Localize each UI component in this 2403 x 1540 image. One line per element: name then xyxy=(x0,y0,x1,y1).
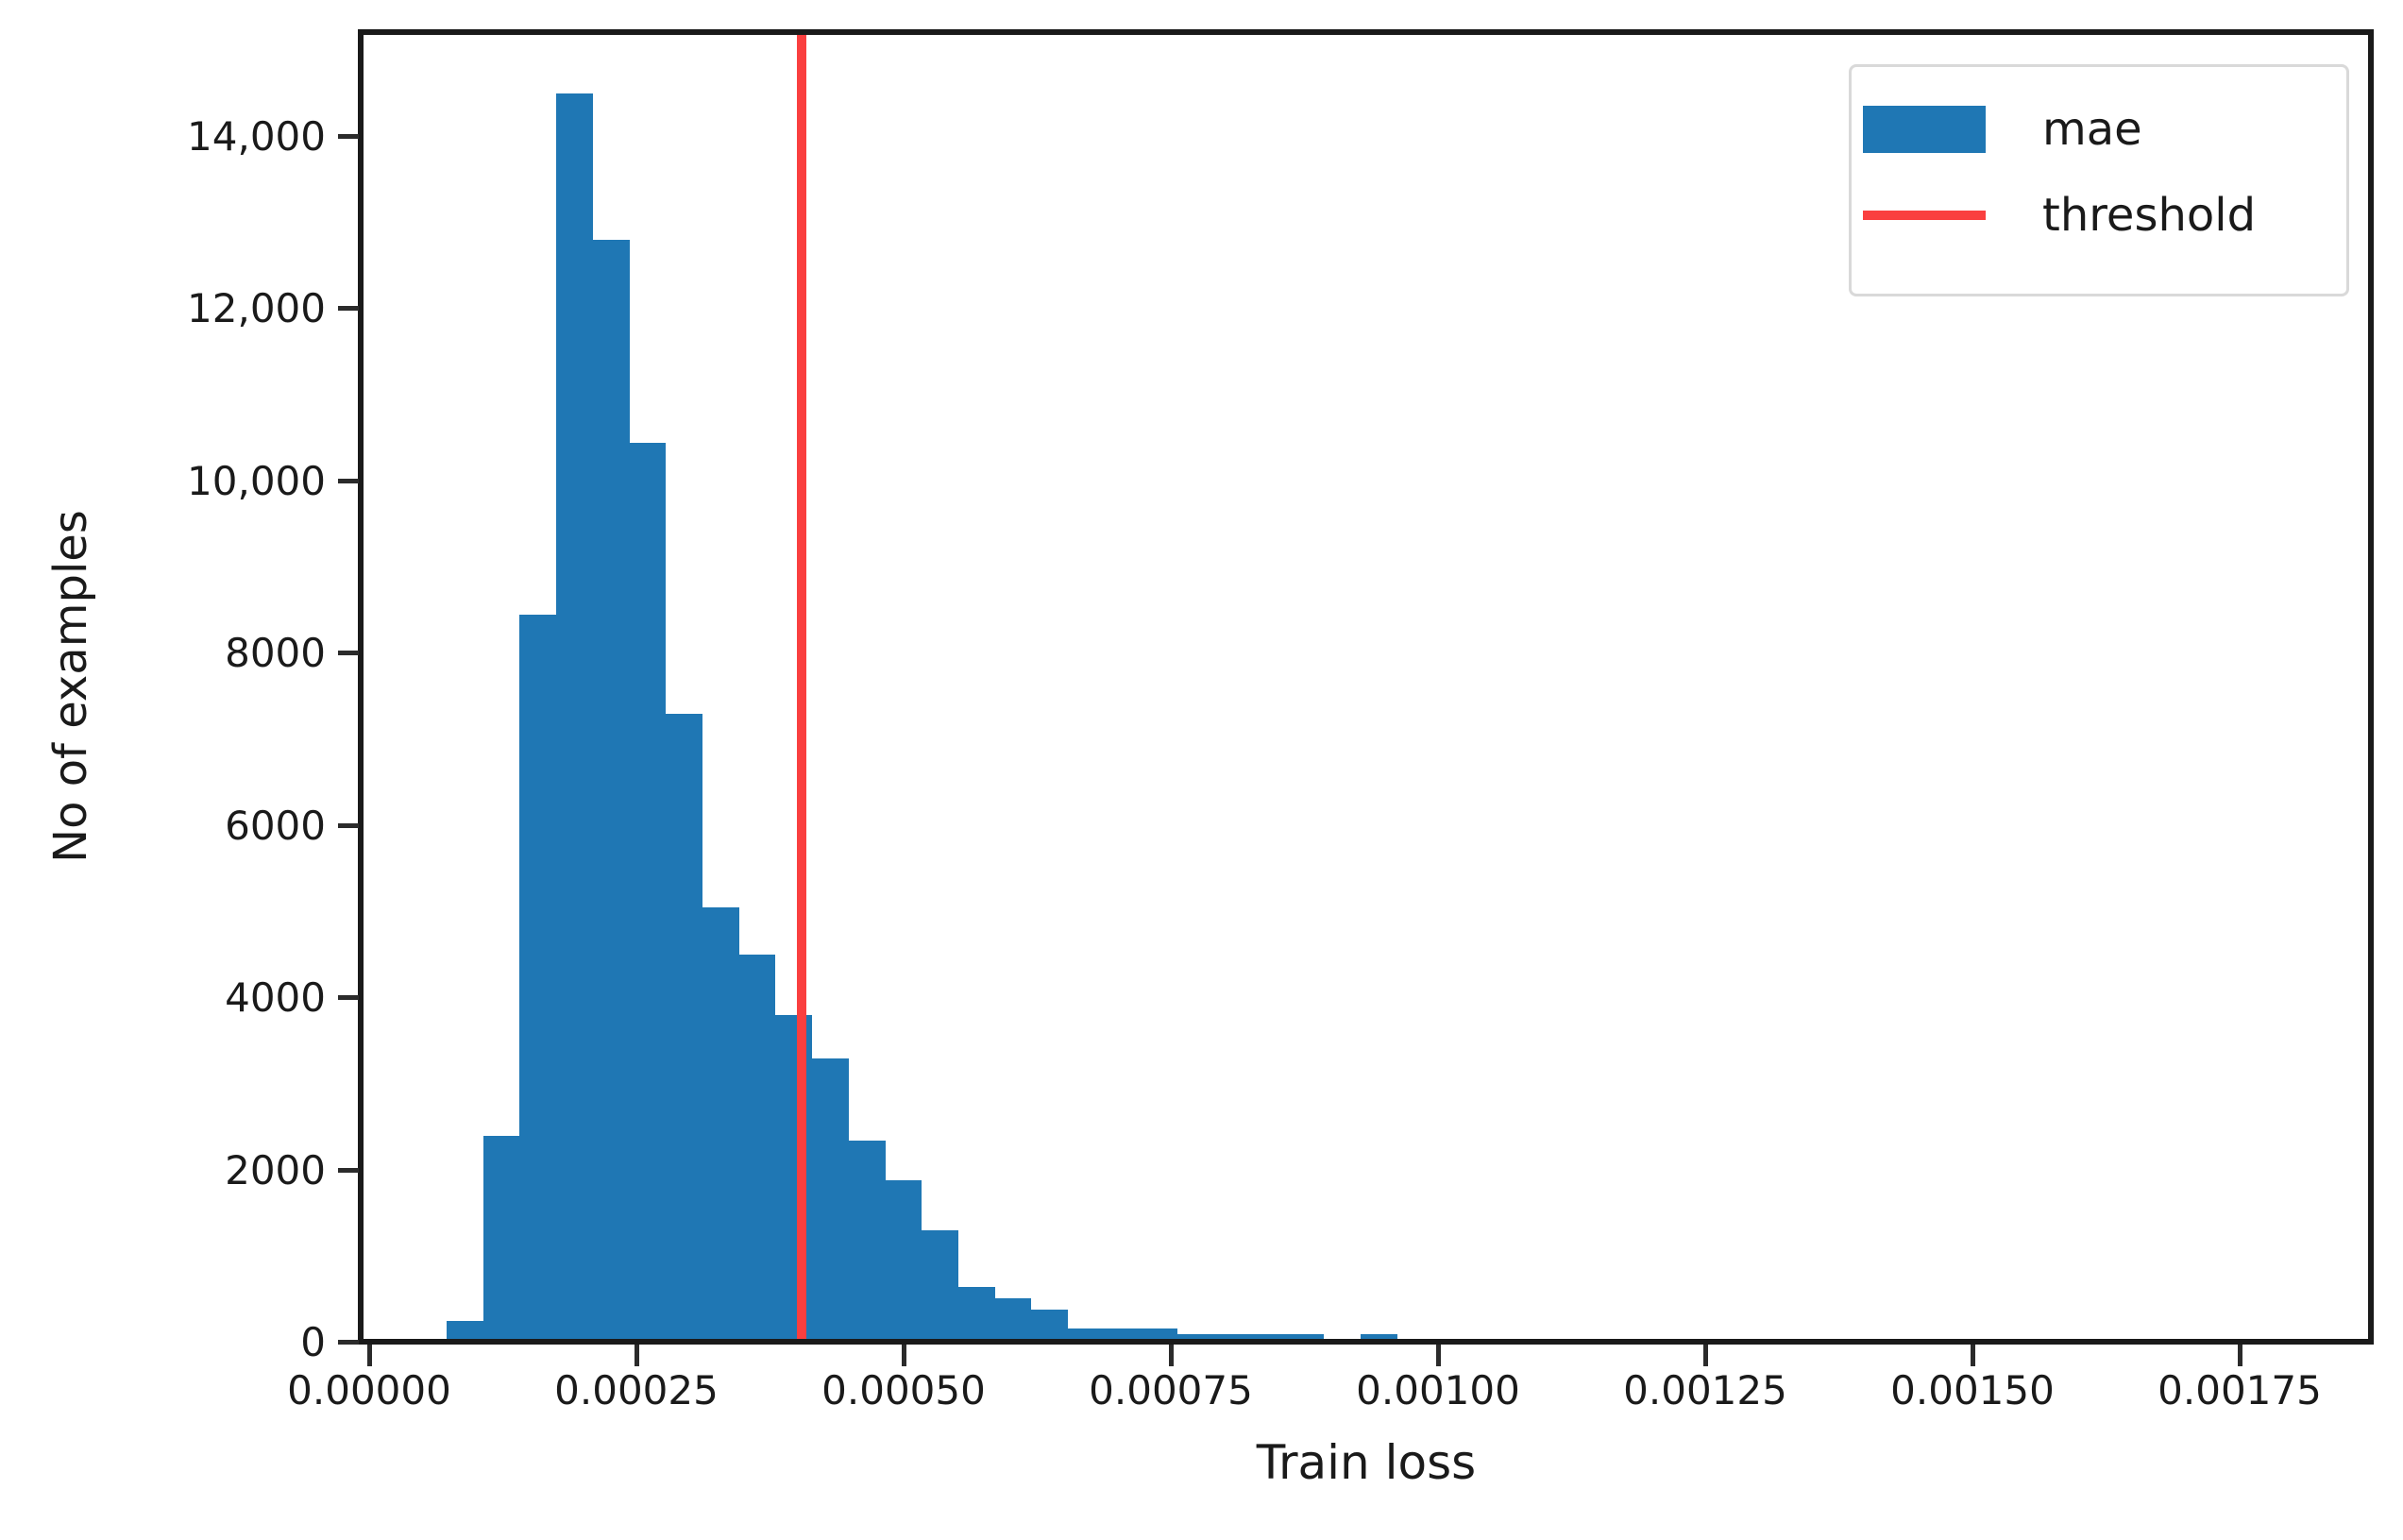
x-tick-mark xyxy=(2238,1345,2242,1366)
x-tick-label: 0.00100 xyxy=(1356,1367,1520,1413)
legend-label: threshold xyxy=(2042,188,2257,242)
legend-swatch-threshold xyxy=(1863,210,1986,220)
y-tick-label: 8000 xyxy=(225,630,326,677)
histogram-bar xyxy=(629,442,667,1343)
histogram-bar xyxy=(519,615,557,1343)
y-tick-mark xyxy=(338,133,359,139)
threshold-line xyxy=(797,31,807,1343)
y-tick-mark xyxy=(338,306,359,312)
histogram-bar xyxy=(446,1321,483,1343)
x-tick-mark xyxy=(367,1345,372,1366)
histogram-bar xyxy=(666,714,702,1343)
legend-item-mae: mae xyxy=(1863,86,2346,172)
histogram-bar xyxy=(556,93,593,1343)
histogram-bar xyxy=(592,240,630,1343)
y-tick-label: 10,000 xyxy=(187,457,326,504)
histogram-bar xyxy=(1360,1333,1397,1343)
histogram-bar xyxy=(994,1297,1032,1343)
legend-swatch-mae xyxy=(1863,105,1986,153)
x-tick-label: 0.00000 xyxy=(287,1367,451,1413)
y-tick-label: 12,000 xyxy=(187,285,326,332)
x-tick-mark xyxy=(1703,1345,1708,1366)
y-tick-label: 6000 xyxy=(225,802,326,849)
x-tick-mark xyxy=(1971,1345,1975,1366)
y-tick-mark xyxy=(338,651,359,656)
y-tick-mark xyxy=(338,995,359,1001)
axis-spine-left xyxy=(358,29,364,1345)
legend-label: mae xyxy=(2042,102,2142,156)
legend: mae threshold xyxy=(1849,64,2349,296)
histogram-bar xyxy=(1177,1334,1214,1343)
histogram-bar xyxy=(922,1230,958,1343)
x-tick-label: 0.00175 xyxy=(2158,1367,2322,1413)
y-tick-label: 0 xyxy=(300,1319,326,1365)
x-tick-mark xyxy=(902,1345,906,1366)
y-axis-ticks: 0 2000 4000 6000 8000 10,000 12,000 14,000 xyxy=(0,0,326,1540)
y-tick-label: 2000 xyxy=(225,1146,326,1193)
histogram-bar xyxy=(702,907,739,1343)
y-tick-label: 14,000 xyxy=(187,112,326,160)
histogram-bar xyxy=(738,955,776,1343)
x-tick-label: 0.00150 xyxy=(1890,1367,2055,1413)
histogram-bar xyxy=(482,1136,520,1343)
histogram-bar xyxy=(1031,1310,1069,1343)
legend-line-icon xyxy=(1863,210,1986,220)
y-tick-mark xyxy=(338,478,359,483)
x-axis-label: Train loss xyxy=(1256,1435,1477,1490)
x-tick-label: 0.00075 xyxy=(1089,1367,1253,1413)
x-tick-mark xyxy=(635,1345,639,1366)
axis-spine-top xyxy=(358,29,2374,35)
histogram-bar xyxy=(1287,1334,1325,1343)
histogram-bar xyxy=(957,1286,995,1343)
x-tick-mark xyxy=(1169,1345,1174,1366)
x-tick-label: 0.00125 xyxy=(1623,1367,1787,1413)
axis-spine-bottom xyxy=(358,1339,2374,1345)
y-tick-label: 4000 xyxy=(225,974,326,1022)
histogram-bar xyxy=(812,1058,849,1343)
plot-area xyxy=(361,31,2371,1343)
y-tick-mark xyxy=(338,822,359,828)
axis-spine-right xyxy=(2368,29,2374,1345)
x-tick-label: 0.00050 xyxy=(821,1367,986,1413)
histogram-bar xyxy=(848,1140,886,1343)
y-tick-mark xyxy=(338,1340,359,1345)
histogram-bar xyxy=(1250,1334,1288,1343)
x-tick-mark xyxy=(1436,1345,1441,1366)
y-axis-label: No of examples xyxy=(44,510,97,863)
histogram-bar xyxy=(1213,1334,1251,1343)
y-tick-mark xyxy=(338,1167,359,1173)
x-tick-label: 0.00025 xyxy=(554,1367,719,1413)
legend-item-threshold: threshold xyxy=(1863,172,2346,258)
legend-patch-icon xyxy=(1863,105,1986,153)
histogram-bar xyxy=(885,1180,922,1343)
